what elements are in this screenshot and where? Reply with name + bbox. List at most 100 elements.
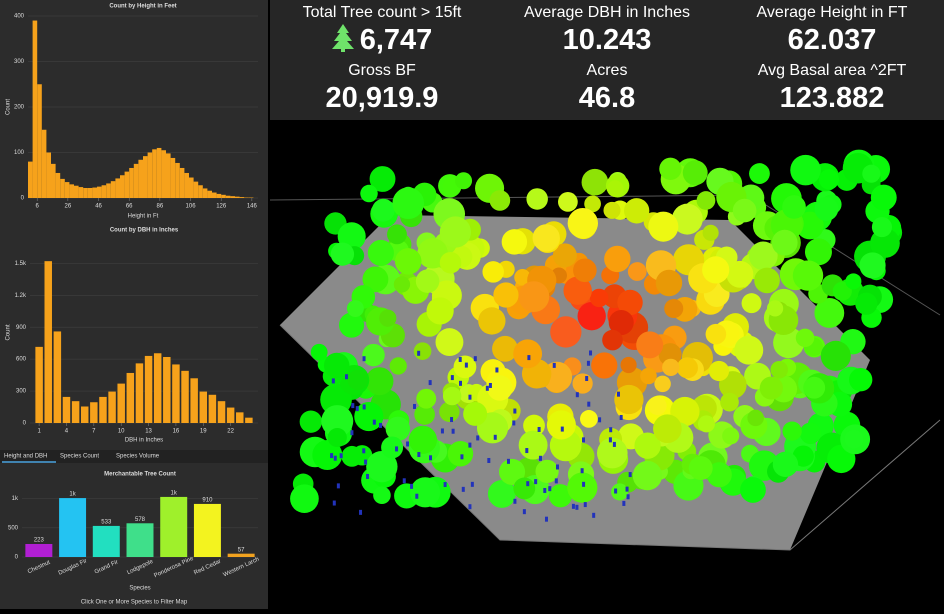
tree-crown: [582, 169, 609, 196]
x-tick-label: 106: [186, 204, 197, 210]
shrub: [345, 374, 348, 379]
tree-crown: [862, 165, 880, 183]
y-tick-label: 900: [16, 325, 27, 331]
y-tick-label: 1k: [12, 496, 19, 502]
tab[interactable]: Species Count: [60, 454, 99, 460]
tree-crown: [662, 359, 679, 376]
histogram-bar: [69, 184, 74, 198]
histogram-bar: [46, 153, 51, 199]
bar: [25, 544, 52, 557]
chart-title: Count by Height in Feet: [109, 4, 176, 10]
shrub: [362, 448, 365, 453]
data-label: 1k: [171, 490, 178, 496]
histogram-bar: [125, 172, 130, 198]
tree-crown: [590, 289, 608, 307]
shrub: [572, 504, 575, 509]
shrub: [333, 501, 336, 506]
x-tick-label: Grand Fir: [94, 559, 120, 575]
bar: [45, 261, 52, 423]
shrub: [553, 363, 556, 368]
tree-crown: [300, 410, 322, 432]
tree-crown: [416, 269, 440, 293]
kpi-label: Gross BF: [270, 62, 494, 80]
histogram-bar: [180, 168, 185, 198]
bar: [81, 406, 88, 423]
shrub: [589, 350, 592, 355]
shrub: [561, 427, 564, 432]
data-label: 533: [101, 519, 112, 525]
tree-crown: [558, 192, 578, 212]
tab[interactable]: Species Volume: [116, 454, 160, 460]
shrub: [417, 452, 420, 457]
shrub: [548, 486, 551, 491]
tree-crown: [387, 224, 407, 244]
bar: [194, 504, 221, 557]
histogram-bar: [194, 182, 199, 198]
shrub: [459, 381, 462, 386]
shrub: [468, 443, 471, 448]
shrub: [525, 448, 528, 453]
bar: [227, 408, 234, 423]
shrub: [444, 482, 447, 487]
kpi-label: Avg Basal area ^2FT: [720, 62, 944, 80]
tree-crown: [689, 456, 713, 480]
tree-crown: [734, 336, 763, 365]
tree-crown: [845, 430, 864, 449]
shrub: [486, 386, 489, 391]
histogram-bar: [166, 153, 171, 198]
bar: [99, 397, 106, 423]
x-tick-label: Western Larch: [222, 557, 260, 579]
shrub: [539, 456, 542, 461]
shrub: [629, 472, 632, 477]
bar: [145, 356, 152, 423]
x-tick-label: 46: [95, 204, 102, 210]
kpi-label: Total Tree count > 15ft: [270, 4, 494, 22]
histogram-bar: [217, 194, 222, 198]
tree-crown: [659, 158, 681, 180]
bar: [190, 378, 197, 423]
point-cloud-view[interactable]: [270, 120, 944, 609]
histogram-bar: [102, 185, 107, 198]
shrub: [476, 435, 479, 440]
tree-crown: [443, 387, 461, 405]
tree-crown: [683, 160, 708, 185]
y-tick-label: 300: [14, 59, 25, 65]
shrub: [452, 429, 455, 434]
histogram-bar: [111, 181, 116, 198]
shrub: [350, 430, 353, 435]
shrub: [363, 404, 366, 409]
tree-crown: [871, 185, 897, 211]
shrub: [468, 504, 471, 509]
bar: [117, 384, 124, 423]
x-tick-label: Chestnut: [27, 560, 52, 576]
x-axis-title: Height in Ft: [128, 214, 159, 220]
tree-crown: [872, 217, 892, 237]
tree-crown: [754, 268, 780, 294]
shrub: [403, 478, 406, 483]
tree-crown: [819, 169, 839, 189]
shrub: [587, 361, 590, 366]
y-axis-title: Count: [6, 99, 12, 115]
histogram-bar: [235, 197, 240, 198]
histogram-bar: [152, 149, 157, 198]
bar: [163, 357, 170, 423]
tree-crown: [772, 230, 798, 256]
tree-crown: [790, 155, 821, 186]
tree-crown: [706, 324, 727, 345]
histogram-bar: [129, 168, 134, 198]
histogram-bar: [226, 196, 231, 198]
tree-crown: [440, 252, 462, 274]
shrub: [363, 356, 366, 361]
tree-crown: [648, 212, 678, 242]
tree-crown: [339, 313, 364, 338]
shrub: [332, 378, 335, 383]
bar: [93, 526, 120, 557]
shrub: [543, 488, 546, 493]
tab[interactable]: Height and DBH: [4, 454, 47, 460]
tree-crown: [394, 276, 410, 292]
shrub: [620, 415, 623, 420]
tree-crown: [362, 344, 385, 367]
